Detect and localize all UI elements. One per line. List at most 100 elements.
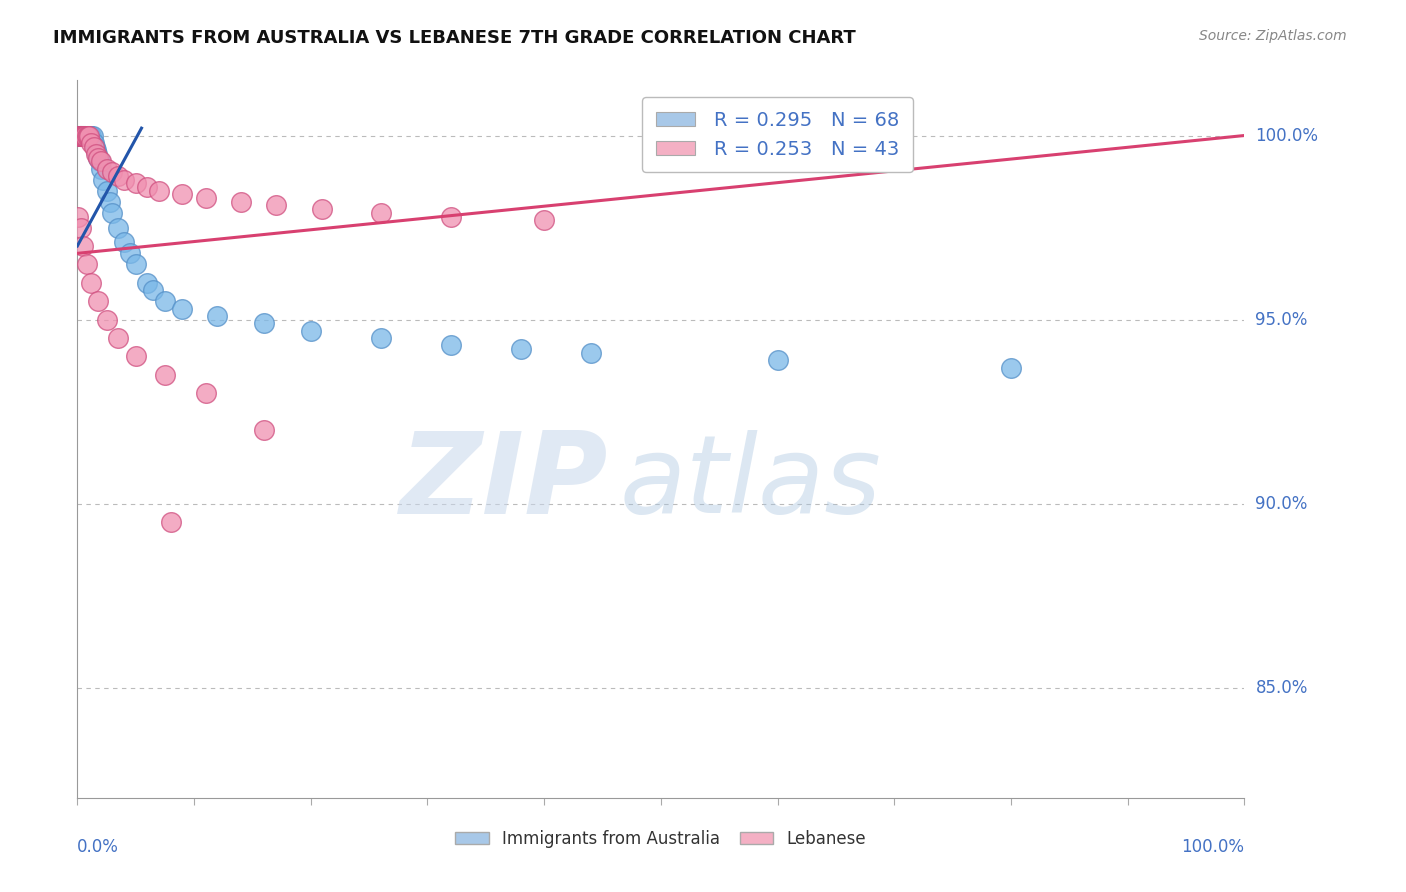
Point [440,338,463,352]
Point [96,184,118,198]
Point [72,239,94,253]
Point [142,283,165,297]
Point [69,128,91,143]
Point [69,128,91,143]
Point [86,147,108,161]
Point [76,257,98,271]
Point [124,177,148,191]
Point [370,331,392,345]
Point [77,128,100,143]
Point [79,128,101,143]
Point [194,191,217,205]
Point [69,128,91,143]
Point [136,276,159,290]
Point [509,342,531,356]
Point [73,128,96,143]
Point [72,128,94,143]
Point [70,128,93,143]
Point [73,128,96,143]
Point [73,128,96,143]
Point [83,136,105,150]
Point [67,128,90,143]
Legend: Immigrants from Australia, Lebanese: Immigrants from Australia, Lebanese [449,823,873,855]
Point [80,128,103,143]
Point [73,128,96,143]
Point [264,198,287,212]
Point [229,194,252,209]
Point [1000,360,1022,375]
Point [75,128,97,143]
Point [69,128,91,143]
Point [77,128,100,143]
Point [159,515,181,529]
Point [67,128,90,143]
Point [153,294,176,309]
Point [194,386,217,401]
Point [87,294,110,309]
Point [69,128,91,143]
Point [311,202,333,216]
Point [76,128,98,143]
Point [153,368,176,382]
Point [72,128,94,143]
Point [84,147,107,161]
Point [89,154,111,169]
Point [76,128,98,143]
Point [67,128,90,143]
Point [69,128,91,143]
Point [91,172,114,186]
Text: 95.0%: 95.0% [1256,310,1308,328]
Point [69,128,91,143]
Point [80,136,103,150]
Point [69,128,91,143]
Point [207,309,229,323]
Point [67,210,90,224]
Point [67,128,90,143]
Text: 100.0%: 100.0% [1181,838,1244,855]
Point [107,331,129,345]
Point [76,128,98,143]
Text: Source: ZipAtlas.com: Source: ZipAtlas.com [1199,29,1347,43]
Point [440,210,463,224]
Text: 85.0%: 85.0% [1256,679,1308,697]
Point [579,345,602,359]
Point [148,184,170,198]
Point [101,165,124,179]
Point [76,128,98,143]
Point [69,128,91,143]
Point [80,276,103,290]
Point [70,128,93,143]
Text: 0.0%: 0.0% [77,838,120,855]
Point [72,128,94,143]
Point [69,128,91,143]
Point [766,353,789,368]
Text: 100.0%: 100.0% [1256,127,1319,145]
Point [83,139,105,153]
Point [172,301,194,316]
Point [77,128,100,143]
Point [69,128,91,143]
Point [87,151,110,165]
Point [76,128,98,143]
Point [101,206,124,220]
Point [87,151,110,165]
Point [69,128,91,143]
Point [79,128,101,143]
Point [69,128,91,143]
Point [370,206,392,220]
Point [83,139,105,153]
Text: ZIP: ZIP [399,427,609,538]
Point [112,235,135,250]
Point [533,213,555,227]
Point [107,220,129,235]
Point [98,194,121,209]
Point [76,128,98,143]
Point [299,324,322,338]
Point [112,172,135,186]
Point [96,312,118,326]
Point [82,128,104,143]
Point [75,128,97,143]
Point [90,161,112,176]
Text: atlas: atlas [620,430,882,535]
Point [70,128,93,143]
